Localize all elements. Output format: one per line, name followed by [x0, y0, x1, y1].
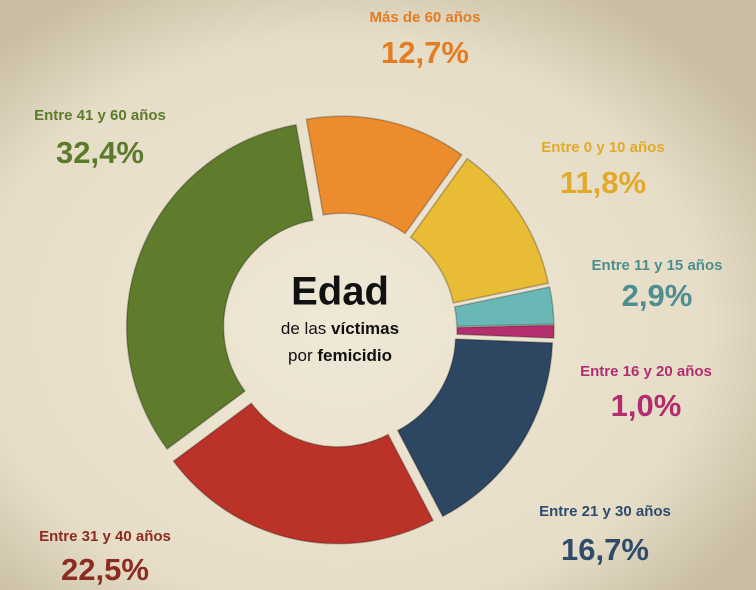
- donut-segment: [409, 157, 550, 304]
- segment-value: 32,4%: [56, 135, 144, 170]
- donut: [125, 115, 555, 545]
- segment-value: 11,8%: [560, 165, 646, 200]
- donut-segment: [396, 338, 554, 518]
- donut-segment: [172, 402, 435, 545]
- segment-value: 12,7%: [381, 35, 469, 70]
- segment-name: Entre 0 y 10 años: [541, 139, 664, 156]
- donut-segment: [305, 115, 463, 235]
- labels: Más de 60 años 12,7% Entre 0 y 10 años 11,8…: [34, 9, 722, 587]
- center-line: por femicidio: [288, 346, 392, 365]
- segment-name: Entre 11 y 15 años: [592, 257, 723, 274]
- donut-segment: [456, 324, 555, 339]
- donut-segment: [453, 286, 555, 328]
- center-title: Edad: [291, 270, 389, 314]
- segment-name: Entre 41 y 60 años: [34, 107, 166, 124]
- segment-name: Más de 60 años: [370, 9, 481, 26]
- segment-value: 1,0%: [611, 388, 682, 423]
- donut-segment: [125, 123, 314, 451]
- segment-name: Entre 31 y 40 años: [39, 528, 171, 545]
- segment-name: Entre 16 y 20 años: [580, 363, 712, 380]
- segment-name: Entre 21 y 30 años: [539, 503, 671, 520]
- segment-value: 16,7%: [561, 532, 649, 567]
- center-line: de las víctimas: [281, 319, 399, 338]
- segment-value: 22,5%: [61, 552, 149, 587]
- segment-value: 2,9%: [622, 278, 693, 313]
